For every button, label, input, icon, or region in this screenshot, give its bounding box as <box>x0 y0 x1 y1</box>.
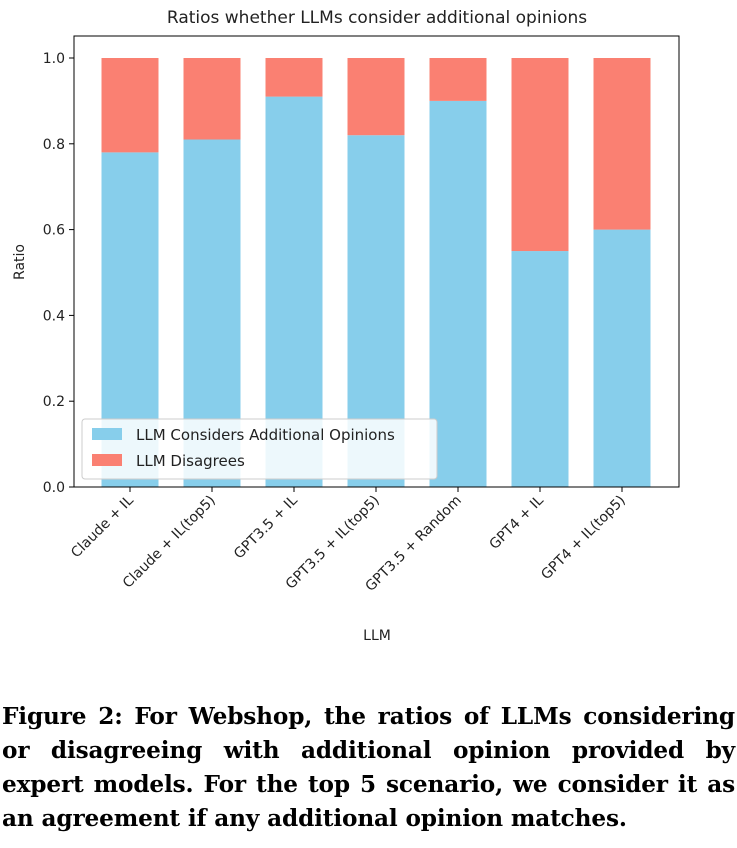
y-axis-label: Ratio <box>12 244 28 280</box>
bar-disagrees <box>429 58 487 101</box>
bar-considers <box>429 100 487 488</box>
figure-caption: Figure 2: For Webshop, the ratios of LLM… <box>2 703 735 832</box>
bar-considers <box>593 229 651 487</box>
x-tick-label: GPT4 + IL <box>487 492 547 552</box>
legend-label-disagrees: LLM Disagrees <box>136 452 245 470</box>
legend-swatch-considers <box>92 428 122 440</box>
chart: Ratios whether LLMs consider additional … <box>12 8 680 644</box>
legend-label-considers: LLM Considers Additional Opinions <box>136 426 395 444</box>
y-tick-label: 0.6 <box>43 223 65 239</box>
y-tick-label: 0.0 <box>43 480 65 496</box>
bar-considers <box>511 251 569 487</box>
chart-title: Ratios whether LLMs consider additional … <box>167 8 587 28</box>
bar-disagrees <box>593 58 651 230</box>
bar-disagrees <box>101 58 159 153</box>
bar-disagrees <box>511 58 569 252</box>
y-tick-label: 0.4 <box>43 308 65 324</box>
x-axis-label: LLM <box>363 628 391 644</box>
legend-swatch-disagrees <box>92 454 122 466</box>
y-tick-label: 1.0 <box>43 51 65 67</box>
y-axis: 0.0 0.2 0.4 0.6 0.8 1.0 <box>43 51 74 496</box>
x-tick-label: Claude + IL <box>68 492 137 561</box>
bar-disagrees <box>183 58 241 140</box>
legend-box <box>81 418 438 480</box>
legend: LLM Considers Additional Opinions LLM Di… <box>81 418 438 480</box>
bar-disagrees <box>265 58 323 97</box>
bar-disagrees <box>347 58 405 136</box>
plot-frame <box>73 35 680 488</box>
x-tick-label: GPT4 + IL(top5) <box>538 493 629 584</box>
x-tick-label: Claude + IL(top5) <box>120 493 219 592</box>
y-tick-label: 0.2 <box>43 394 65 410</box>
x-tick-label: GPT3.5 + IL <box>231 492 301 562</box>
y-tick-label: 0.8 <box>43 137 65 153</box>
